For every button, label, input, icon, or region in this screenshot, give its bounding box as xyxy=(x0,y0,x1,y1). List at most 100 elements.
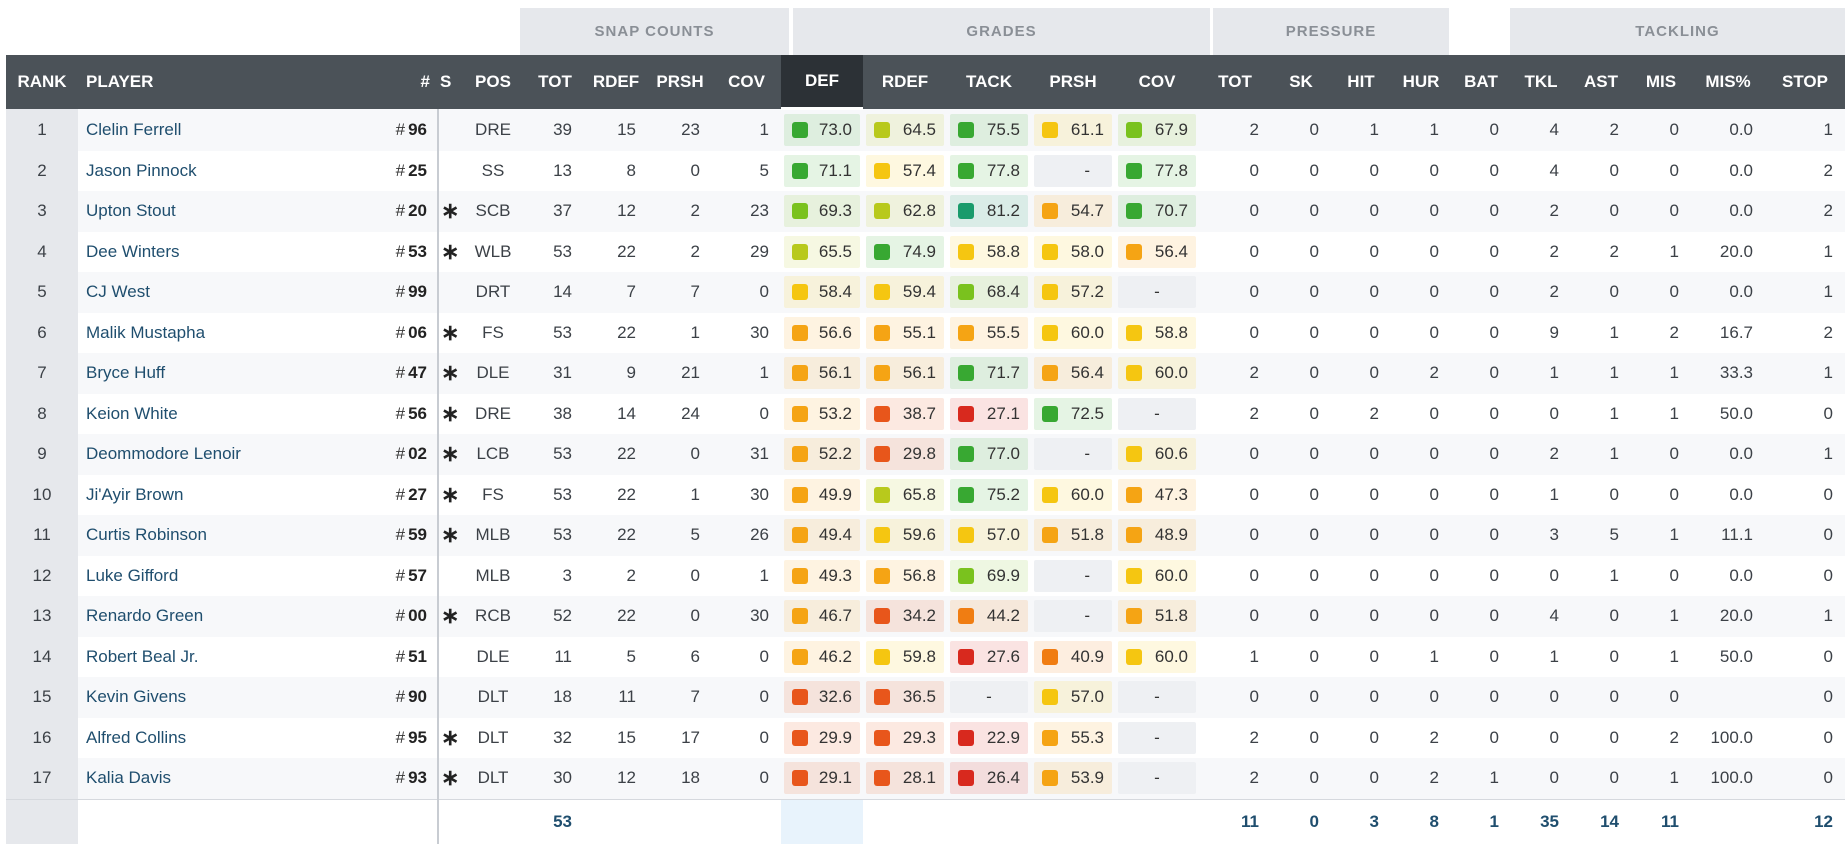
stat-ast-cell: 0 xyxy=(1571,191,1631,232)
grade-value: 69.3 xyxy=(818,201,852,221)
table-row[interactable]: 6 Malik Mustapha #06 ∗ FS 53 22 1 30 56.6 55.1 55.5… xyxy=(6,312,1845,353)
group-tackling: TACKLING xyxy=(1510,8,1845,55)
col-grade-prsh[interactable]: PRSH xyxy=(1031,55,1115,109)
stat-hit-cell: 0 xyxy=(1331,474,1391,515)
stat-stop-cell: 1 xyxy=(1765,108,1845,151)
grade-rdef-cell: 38.7 xyxy=(863,393,947,434)
snap-tot-cell: 53 xyxy=(526,434,584,475)
player-name-link[interactable]: Jason Pinnock xyxy=(78,150,300,191)
stat-ptot-cell: 2 xyxy=(1199,108,1271,151)
grade-color-icon xyxy=(792,486,808,503)
stat-ast-cell: 1 xyxy=(1571,393,1631,434)
col-pressure-hit[interactable]: HIT xyxy=(1331,55,1391,109)
col-pressure-hur[interactable]: HUR xyxy=(1391,55,1451,109)
grade-color-icon xyxy=(1126,324,1142,341)
table-row[interactable]: 4 Dee Winters #53 ∗ WLB 53 22 2 29 65.5 74.9 58.8 58… xyxy=(6,231,1845,272)
col-grade-rdef[interactable]: RDEF xyxy=(863,55,947,109)
player-name-link[interactable]: Renardo Green xyxy=(78,596,300,637)
player-name-link[interactable]: Malik Mustapha xyxy=(78,312,300,353)
table-row[interactable]: 11 Curtis Robinson #59 ∗ MLB 53 22 5 26 49.4 59.6 5… xyxy=(6,515,1845,556)
group-grades: GRADES xyxy=(793,8,1210,55)
jersey-number-prefix: # xyxy=(395,565,406,585)
player-name-link[interactable]: Upton Stout xyxy=(78,191,300,232)
col-starter[interactable]: S xyxy=(438,55,460,109)
col-grade-def[interactable]: DEF xyxy=(781,55,863,110)
table-row[interactable]: 1 Clelin Ferrell #96 DRE 39 15 23 1 73.0 64.5 75.5… xyxy=(6,108,1845,151)
table-row[interactable]: 5 CJ West #99 DRT 14 7 7 0 58.4 59.4 68.4 57.2-0 0 0 0… xyxy=(6,272,1845,313)
snap-cov-cell: 5 xyxy=(712,150,781,191)
table-row[interactable]: 8 Keion White #56 ∗ DRE 38 14 24 0 53.2 38.7 27.1 72… xyxy=(6,393,1845,434)
snap-rdef-cell: 2 xyxy=(584,555,648,596)
player-name-link[interactable]: Deommodore Lenoir xyxy=(78,434,300,475)
col-grade-tack[interactable]: TACK xyxy=(947,55,1031,109)
starter-mark-icon xyxy=(437,150,460,191)
col-snap-prsh[interactable]: PRSH xyxy=(648,55,712,109)
player-name-link[interactable]: Clelin Ferrell xyxy=(78,108,300,151)
player-name-link[interactable]: Ji'Ayir Brown xyxy=(78,474,300,515)
col-pressure-tot[interactable]: TOT xyxy=(1199,55,1271,109)
col-snap-cov[interactable]: COV xyxy=(712,55,781,109)
player-name-link[interactable]: Bryce Huff xyxy=(78,353,300,394)
grade-color-icon xyxy=(792,243,808,260)
table-row[interactable]: 14 Robert Beal Jr. #51 DLE 11 5 6 0 46.2 59.8 27.6… xyxy=(6,636,1845,677)
table-row[interactable]: 17 Kalia Davis #93 ∗ DLT 30 12 18 0 29.1 28.1 26.4 5… xyxy=(6,758,1845,799)
col-pressure-bat[interactable]: BAT xyxy=(1451,55,1511,109)
table-row[interactable]: 3 Upton Stout #20 ∗ SCB 37 12 2 23 69.3 62.8 81.2 54… xyxy=(6,191,1845,232)
grade-value: 51.8 xyxy=(1070,525,1104,545)
player-name-link[interactable]: CJ West xyxy=(78,272,300,313)
grade-badge: 56.8 xyxy=(866,559,944,592)
player-name-link[interactable]: Luke Gifford xyxy=(78,555,300,596)
grade-value: 46.7 xyxy=(818,606,852,626)
stat-misp-cell xyxy=(1691,677,1765,718)
stat-mis-cell: 2 xyxy=(1631,312,1691,353)
player-name-link[interactable]: Alfred Collins xyxy=(78,717,300,758)
player-name-link[interactable]: Kalia Davis xyxy=(78,758,300,799)
totals-snap-prsh-cell xyxy=(648,798,712,844)
player-name-link[interactable]: Keion White xyxy=(78,393,300,434)
table-row[interactable]: 10 Ji'Ayir Brown #27 ∗ FS 53 22 1 30 49.9 65.8 75.2… xyxy=(6,474,1845,515)
grade-tack-cell: 22.9 xyxy=(947,717,1031,758)
player-name-link[interactable]: Curtis Robinson xyxy=(78,515,300,556)
table-row[interactable]: 9 Deommodore Lenoir #02 ∗ LCB 53 22 0 31 52.2 29.8… xyxy=(6,434,1845,475)
col-tackling-tkl[interactable]: TKL xyxy=(1511,55,1571,109)
grade-color-icon xyxy=(1126,365,1142,382)
grade-color-icon xyxy=(874,203,890,220)
group-snap-counts: SNAP COUNTS xyxy=(520,8,789,55)
grade-value: 74.9 xyxy=(902,241,936,261)
table-row[interactable]: 13 Renardo Green #00 ∗ RCB 52 22 0 30 46.7 34.2 44.… xyxy=(6,596,1845,637)
grade-color-icon xyxy=(958,365,974,382)
col-tackling-stop[interactable]: STOP xyxy=(1765,55,1845,109)
grade-badge: 58.8 xyxy=(950,235,1028,268)
table-row[interactable]: 15 Kevin Givens #90 DLT 18 11 7 0 32.6 36.5-57.0-… xyxy=(6,677,1845,718)
col-tackling-mis[interactable]: MIS xyxy=(1631,55,1691,109)
player-name-link[interactable]: Robert Beal Jr. xyxy=(78,636,300,677)
grade-badge: 55.5 xyxy=(950,316,1028,349)
col-tackling-mis-pct[interactable]: MIS% xyxy=(1691,55,1765,109)
player-name-link[interactable]: Dee Winters xyxy=(78,231,300,272)
position-cell: DLT xyxy=(460,677,526,718)
grade-cov-cell: - xyxy=(1115,677,1199,718)
col-pos[interactable]: POS xyxy=(460,55,526,109)
grade-def-cell: 29.9 xyxy=(781,717,863,758)
table-row[interactable]: 7 Bryce Huff #47 ∗ DLE 31 9 21 1 56.1 56.1 71.7 56.4… xyxy=(6,353,1845,394)
snap-prsh-cell: 0 xyxy=(648,434,712,475)
rank-cell: 5 xyxy=(6,272,78,313)
col-snap-rdef[interactable]: RDEF xyxy=(584,55,648,109)
player-name-link[interactable]: Kevin Givens xyxy=(78,677,300,718)
stat-mis-cell: 0 xyxy=(1631,272,1691,313)
grade-value: 52.2 xyxy=(818,444,852,464)
col-pressure-sk[interactable]: SK xyxy=(1271,55,1331,109)
col-rank[interactable]: RANK xyxy=(6,55,78,109)
col-grade-cov[interactable]: COV xyxy=(1115,55,1199,109)
table-row[interactable]: 12 Luke Gifford #57 MLB 3 2 0 1 49.3 56.8 69.9-60.… xyxy=(6,555,1845,596)
col-snap-tot[interactable]: TOT xyxy=(526,55,584,109)
stat-stop-cell: 1 xyxy=(1765,596,1845,637)
table-row[interactable]: 16 Alfred Collins #95 ∗ DLT 32 15 17 0 29.9 29.3 22… xyxy=(6,717,1845,758)
totals-row: 53 11 0 3 8 1 35 14 11 12 xyxy=(6,798,1845,844)
col-number[interactable]: # xyxy=(300,55,438,109)
grade-value: 58.8 xyxy=(986,241,1020,261)
col-tackling-ast[interactable]: AST xyxy=(1571,55,1631,109)
col-player[interactable]: PLAYER xyxy=(78,55,300,109)
table-row[interactable]: 2 Jason Pinnock #25 SS 13 8 0 5 71.1 57.4 77.8-77.… xyxy=(6,150,1845,191)
jersey-number-cell: #96 xyxy=(300,108,438,151)
